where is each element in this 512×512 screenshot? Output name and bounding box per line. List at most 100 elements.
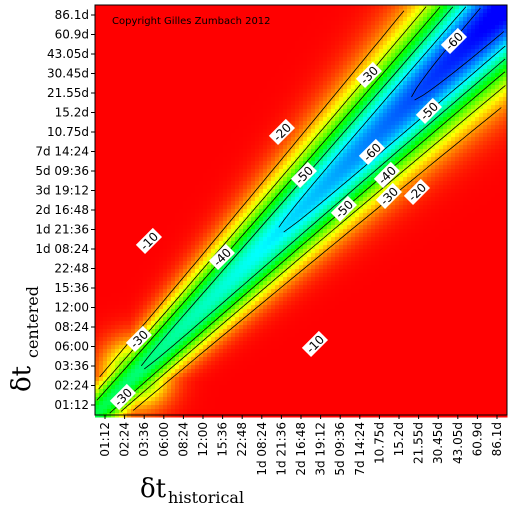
heatmap-cell xyxy=(119,21,124,26)
heatmap-cell xyxy=(195,149,200,154)
heatmap-cell xyxy=(215,101,220,106)
heatmap-cell xyxy=(275,93,280,98)
heatmap-cell xyxy=(215,161,220,166)
heatmap-cell xyxy=(223,345,228,350)
heatmap-cell xyxy=(139,25,144,30)
heatmap-cell xyxy=(147,405,152,410)
heatmap-cell xyxy=(259,169,264,174)
heatmap-cell xyxy=(195,37,200,42)
heatmap-cell xyxy=(135,9,140,14)
heatmap-cell xyxy=(219,137,224,142)
heatmap-cell xyxy=(159,401,164,406)
heatmap-cell xyxy=(139,89,144,94)
heatmap-cell xyxy=(263,381,268,386)
heatmap-cell xyxy=(167,313,172,318)
heatmap-cell xyxy=(95,329,100,334)
heatmap-cell xyxy=(251,345,256,350)
heatmap-cell xyxy=(159,13,164,18)
heatmap-cell xyxy=(203,241,208,246)
heatmap-cell xyxy=(159,145,164,150)
heatmap-cell xyxy=(107,305,112,310)
heatmap-cell xyxy=(239,21,244,26)
heatmap-cell xyxy=(187,205,192,210)
heatmap-cell xyxy=(143,293,148,298)
heatmap-cell xyxy=(151,217,156,222)
heatmap-cell xyxy=(255,329,260,334)
heatmap-cell xyxy=(227,325,232,330)
heatmap-cell xyxy=(167,97,172,102)
heatmap-cell xyxy=(275,357,280,362)
heatmap-cell xyxy=(271,297,276,302)
heatmap-cell xyxy=(159,405,164,410)
heatmap-cell xyxy=(183,145,188,150)
heatmap-cell xyxy=(239,397,244,402)
heatmap-cell xyxy=(207,141,212,146)
heatmap-cell xyxy=(131,17,136,22)
heatmap-cell xyxy=(195,261,200,266)
heatmap-cell xyxy=(231,301,236,306)
heatmap-cell xyxy=(107,133,112,138)
heatmap-cell xyxy=(235,337,240,342)
heatmap-cell xyxy=(279,113,284,118)
heatmap-cell xyxy=(255,301,260,306)
heatmap-cell xyxy=(271,249,276,254)
heatmap-cell xyxy=(111,249,116,254)
heatmap-cell xyxy=(203,117,208,122)
heatmap-cell xyxy=(191,397,196,402)
heatmap-cell xyxy=(99,385,104,390)
heatmap-cell xyxy=(179,365,184,370)
heatmap-cell xyxy=(147,217,152,222)
heatmap-cell xyxy=(167,233,172,238)
heatmap-cell xyxy=(275,201,280,206)
heatmap-cell xyxy=(239,305,244,310)
heatmap-cell xyxy=(103,53,108,58)
heatmap-cell xyxy=(99,65,104,70)
heatmap-cell xyxy=(199,53,204,58)
heatmap-cell xyxy=(187,145,192,150)
heatmap-cell xyxy=(263,389,268,394)
heatmap-cell xyxy=(183,353,188,358)
heatmap-cell xyxy=(119,261,124,266)
heatmap-cell xyxy=(247,393,252,398)
heatmap-cell xyxy=(167,109,172,114)
heatmap-cell xyxy=(95,285,100,290)
heatmap-cell xyxy=(139,369,144,374)
heatmap-cell xyxy=(271,105,276,110)
heatmap-cell xyxy=(263,93,268,98)
heatmap-cell xyxy=(199,397,204,402)
heatmap-cell xyxy=(251,277,256,282)
heatmap-cell xyxy=(247,373,252,378)
heatmap-cell xyxy=(239,377,244,382)
heatmap-cell xyxy=(171,277,176,282)
heatmap-cell xyxy=(279,273,284,278)
heatmap-cell xyxy=(131,305,136,310)
heatmap-cell xyxy=(163,213,168,218)
heatmap-cell xyxy=(227,197,232,202)
heatmap-cell xyxy=(243,361,248,366)
heatmap-cell xyxy=(107,113,112,118)
heatmap-cell xyxy=(203,285,208,290)
heatmap-cell xyxy=(171,345,176,350)
heatmap-cell xyxy=(239,193,244,198)
heatmap-cell xyxy=(211,109,216,114)
heatmap-cell xyxy=(95,217,100,222)
heatmap-cell xyxy=(187,77,192,82)
heatmap-cell xyxy=(123,177,128,182)
heatmap-cell xyxy=(131,85,136,90)
heatmap-cell xyxy=(131,273,136,278)
heatmap-cell xyxy=(99,61,104,66)
heatmap-cell xyxy=(275,185,280,190)
heatmap-cell xyxy=(163,77,168,82)
heatmap-cell xyxy=(247,253,252,258)
heatmap-cell xyxy=(115,309,120,314)
heatmap-cell xyxy=(107,125,112,130)
heatmap-cell xyxy=(139,21,144,26)
heatmap-cell xyxy=(155,329,160,334)
heatmap-cell xyxy=(175,121,180,126)
heatmap-cell xyxy=(107,141,112,146)
heatmap-cell xyxy=(243,249,248,254)
heatmap-cell xyxy=(219,113,224,118)
heatmap-cell xyxy=(179,301,184,306)
heatmap-cell xyxy=(107,129,112,134)
heatmap-cell xyxy=(279,249,284,254)
